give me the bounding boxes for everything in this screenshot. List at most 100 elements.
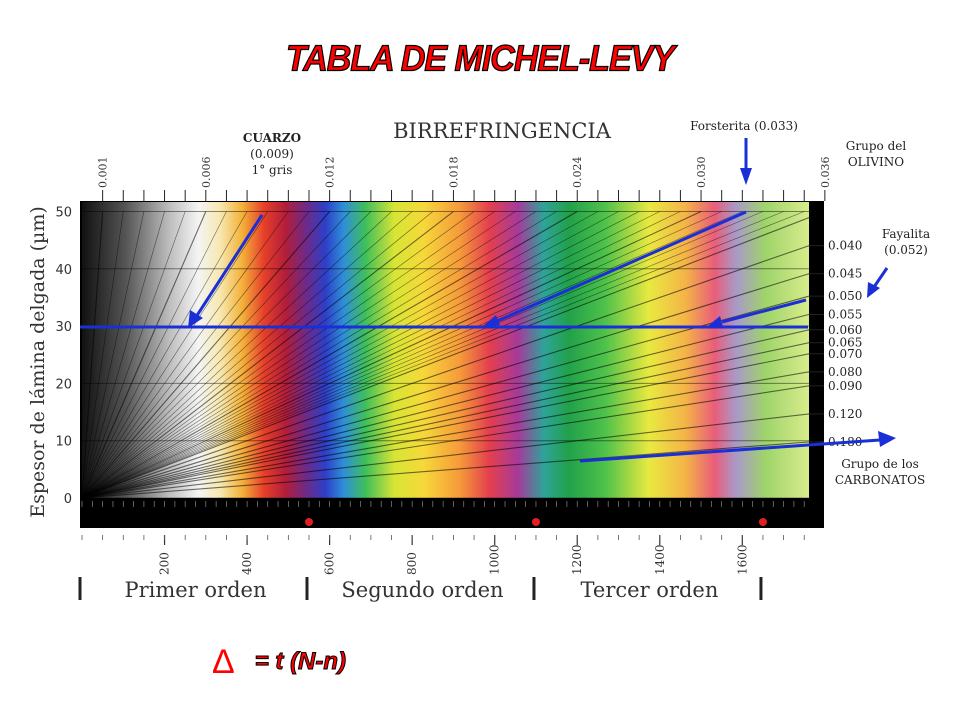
birefringence-right-label: 0.120	[828, 407, 862, 421]
fayalita-label-1: Fayalita	[882, 227, 930, 241]
birefringence-ray	[82, 211, 681, 498]
olivino-arrow	[494, 210, 747, 324]
delta-symbol: Δ	[212, 643, 235, 681]
birefringence-ray	[82, 211, 537, 498]
birefringence-ray	[82, 211, 372, 498]
birefringence-ray	[82, 211, 640, 498]
cuarzo-label: CUARZO	[243, 131, 301, 145]
y-tick-label: 40	[55, 263, 72, 278]
birefringence-ray	[82, 211, 165, 498]
birefringence-ray	[82, 245, 809, 498]
birefringence-ray	[82, 211, 227, 498]
birefringence-right-label: 0.090	[828, 379, 862, 393]
birefringence-ray	[82, 211, 124, 498]
birefringence-right-label: 0.055	[828, 307, 862, 321]
birefringence-ray	[82, 211, 268, 498]
x-tick-label: 400	[240, 552, 254, 575]
birefringence-ray	[82, 211, 392, 498]
birefringence-ray	[82, 211, 722, 498]
order-label: Tercer orden	[581, 578, 719, 602]
birefringence-ray	[82, 329, 809, 498]
birefringence-ray	[82, 211, 516, 498]
birefringence-ray	[82, 211, 805, 498]
cuarzo-arrow	[194, 214, 264, 318]
order-label: Primer orden	[124, 578, 266, 602]
fayalita-arrowhead	[867, 282, 880, 298]
birefringence-top-label: 0.012	[324, 157, 337, 189]
birefringence-top-label: 0.036	[819, 157, 832, 189]
order-label: Segundo orden	[341, 578, 503, 602]
birefringence-ray	[82, 211, 351, 498]
chart-title: BIRREFRINGENCIA	[393, 119, 612, 143]
birefringence-ray	[82, 211, 289, 498]
birefringence-ray	[82, 211, 743, 498]
order-marker-dot	[758, 518, 767, 526]
x-tick-label: 800	[405, 552, 419, 575]
birefringence-ray	[82, 342, 809, 498]
order-marker-dot	[531, 518, 540, 526]
cuarzo-value: (0.009)	[250, 147, 294, 161]
birefringence-right-label: 0.050	[828, 289, 862, 303]
birefringence-ray	[82, 295, 809, 498]
y-tick-label: 20	[55, 377, 72, 392]
birefringence-ray	[82, 273, 809, 498]
fayalita-label-2: (0.052)	[884, 243, 928, 257]
birefringence-ray	[82, 413, 809, 498]
forsterita-label: Forsterita (0.033)	[690, 119, 798, 133]
y-tick-label: 0	[64, 492, 72, 507]
birefringence-ray	[82, 211, 495, 498]
birefringence-right-label: 0.045	[828, 267, 862, 281]
birefringence-ray	[82, 211, 557, 498]
x-tick-label: 600	[323, 552, 337, 575]
birefringence-ray	[82, 211, 599, 498]
birefringence-ray	[82, 211, 413, 498]
birefringence-ray	[82, 211, 578, 498]
birefringence-ray	[82, 217, 809, 498]
birefringence-ray	[82, 211, 207, 498]
birefringence-ray	[82, 211, 145, 498]
y-axis-label: Espesor de lámina delgada (µm)	[27, 206, 49, 518]
birefringence-ray	[82, 211, 702, 498]
carbonatos-arrowhead	[878, 431, 896, 447]
birefringence-ray	[82, 441, 809, 498]
carbonatos-label-1: Grupo de los	[841, 457, 919, 471]
fayalita-arrow	[872, 267, 889, 288]
birefringence-ray	[82, 313, 809, 498]
birefringence-ray	[82, 211, 454, 498]
x-tick-label: 1600	[735, 544, 749, 575]
y-tick-label: 30	[55, 320, 72, 335]
birefringence-top-label: 0.024	[571, 157, 584, 189]
formula: Δ = t (N-n)	[212, 643, 347, 682]
reference-arrows	[80, 138, 896, 463]
cuarzo-annotation: CUARZO (0.009) 1° gris	[243, 131, 301, 177]
birefringence-ray	[82, 211, 764, 498]
birefringence-ray	[82, 211, 433, 498]
birefringence-top-label: 0.006	[200, 157, 213, 189]
birefringence-ray	[82, 211, 619, 498]
carbonatos-arrow	[579, 438, 881, 463]
x-tick-label: 200	[158, 552, 172, 575]
birefringence-ray	[82, 211, 186, 498]
olivino-arrowhead-2	[708, 316, 723, 327]
y-tick-label: 50	[55, 206, 72, 221]
page-title: TABLA DE MICHEL-LEVY	[285, 38, 675, 79]
birefringence-top-label: 0.018	[447, 157, 460, 189]
birefringence-ray	[82, 211, 310, 498]
birefringence-ray	[82, 371, 809, 498]
x-tick-label: 1200	[570, 544, 584, 575]
birefringence-right-label: 0.065	[828, 336, 862, 350]
birefringence-right-label: 0.080	[828, 365, 862, 379]
carbonatos-label-2: CARBONATOS	[835, 473, 925, 487]
cuarzo-arrowhead	[188, 310, 203, 328]
x-tick-label: 1400	[653, 544, 667, 575]
birefringence-ray	[82, 211, 331, 498]
birefringence-right-label: 0.070	[828, 347, 862, 361]
y-tick-label: 10	[55, 435, 72, 450]
right-label-strip	[809, 202, 824, 498]
birefringence-ray	[82, 353, 809, 498]
birefringence-ray	[82, 211, 784, 498]
birefringence-ray	[82, 385, 809, 498]
x-tick-label: 1000	[488, 544, 502, 575]
olivino-arrow-2	[721, 298, 807, 324]
